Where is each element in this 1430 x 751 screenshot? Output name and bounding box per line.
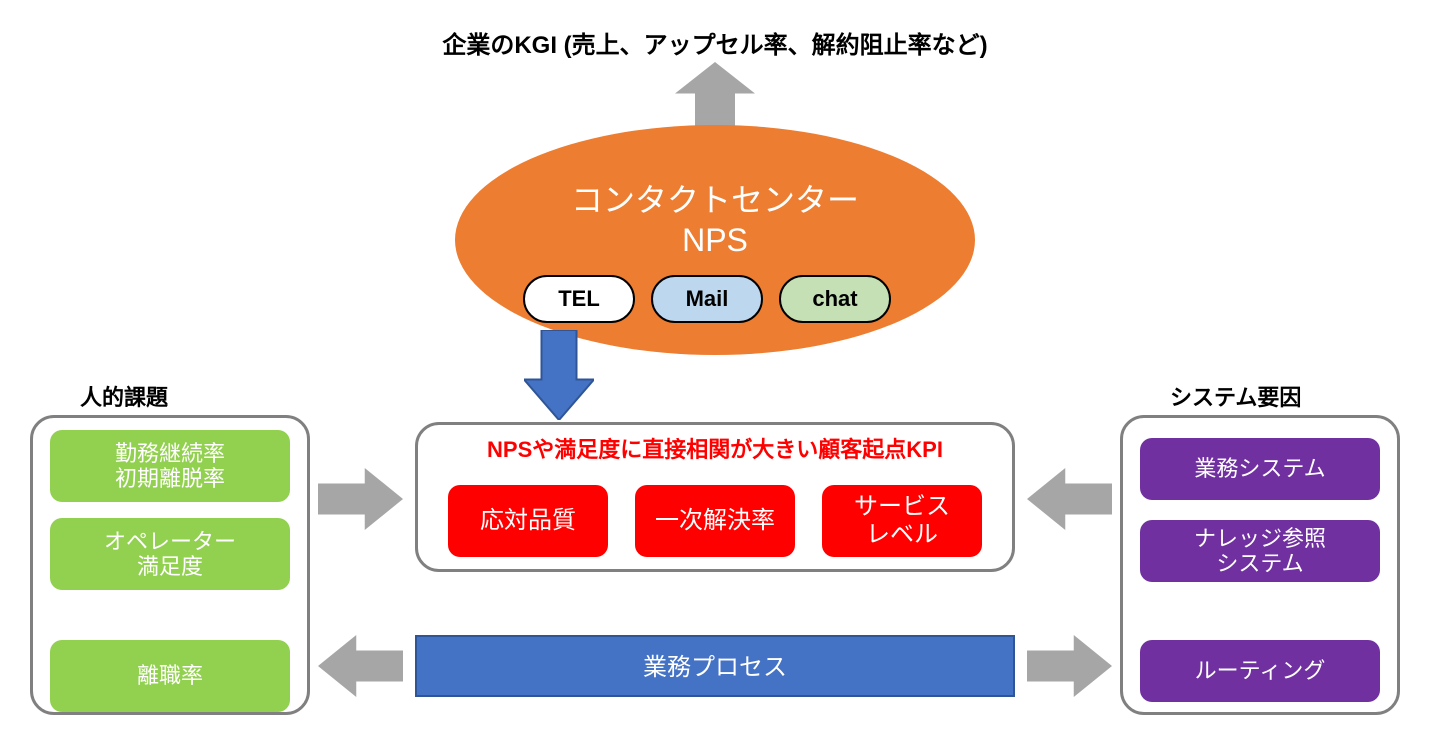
right-chip: ナレッジ参照 システム [1140, 520, 1380, 582]
kpi-title: NPSや満足度に直接相関が大きい顧客起点KPI [415, 432, 1015, 464]
arrow-left-icon [1027, 468, 1112, 535]
channel-pill: chat [779, 275, 891, 323]
arrow-left-icon [318, 635, 403, 702]
kpi-chip: 一次解決率 [635, 485, 795, 557]
right-chip: ルーティング [1140, 640, 1380, 702]
kpi-chip: サービス レベル [822, 485, 982, 557]
arrow-down-icon [524, 330, 594, 425]
left-chip: 勤務継続率 初期離脱率 [50, 430, 290, 502]
left-chip: オペレーター 満足度 [50, 518, 290, 590]
ellipse-line1: コンタクトセンター [571, 180, 859, 220]
kpi-chip: 応対品質 [448, 485, 608, 557]
right-chip: 業務システム [1140, 438, 1380, 500]
left-title: 人的課題 [80, 380, 168, 412]
channel-pill: Mail [651, 275, 763, 323]
channel-pill: TEL [523, 275, 635, 323]
left-chip: 離職率 [50, 640, 290, 712]
arrow-right-icon [1027, 635, 1112, 702]
kgi-title: 企業のKGI (売上、アップセル率、解約阻止率など) [375, 25, 1055, 60]
ellipse-line2: NPS [571, 220, 859, 260]
process-bar: 業務プロセス [415, 635, 1015, 697]
arrow-right-icon [318, 468, 403, 535]
right-title: システム要因 [1170, 380, 1301, 412]
